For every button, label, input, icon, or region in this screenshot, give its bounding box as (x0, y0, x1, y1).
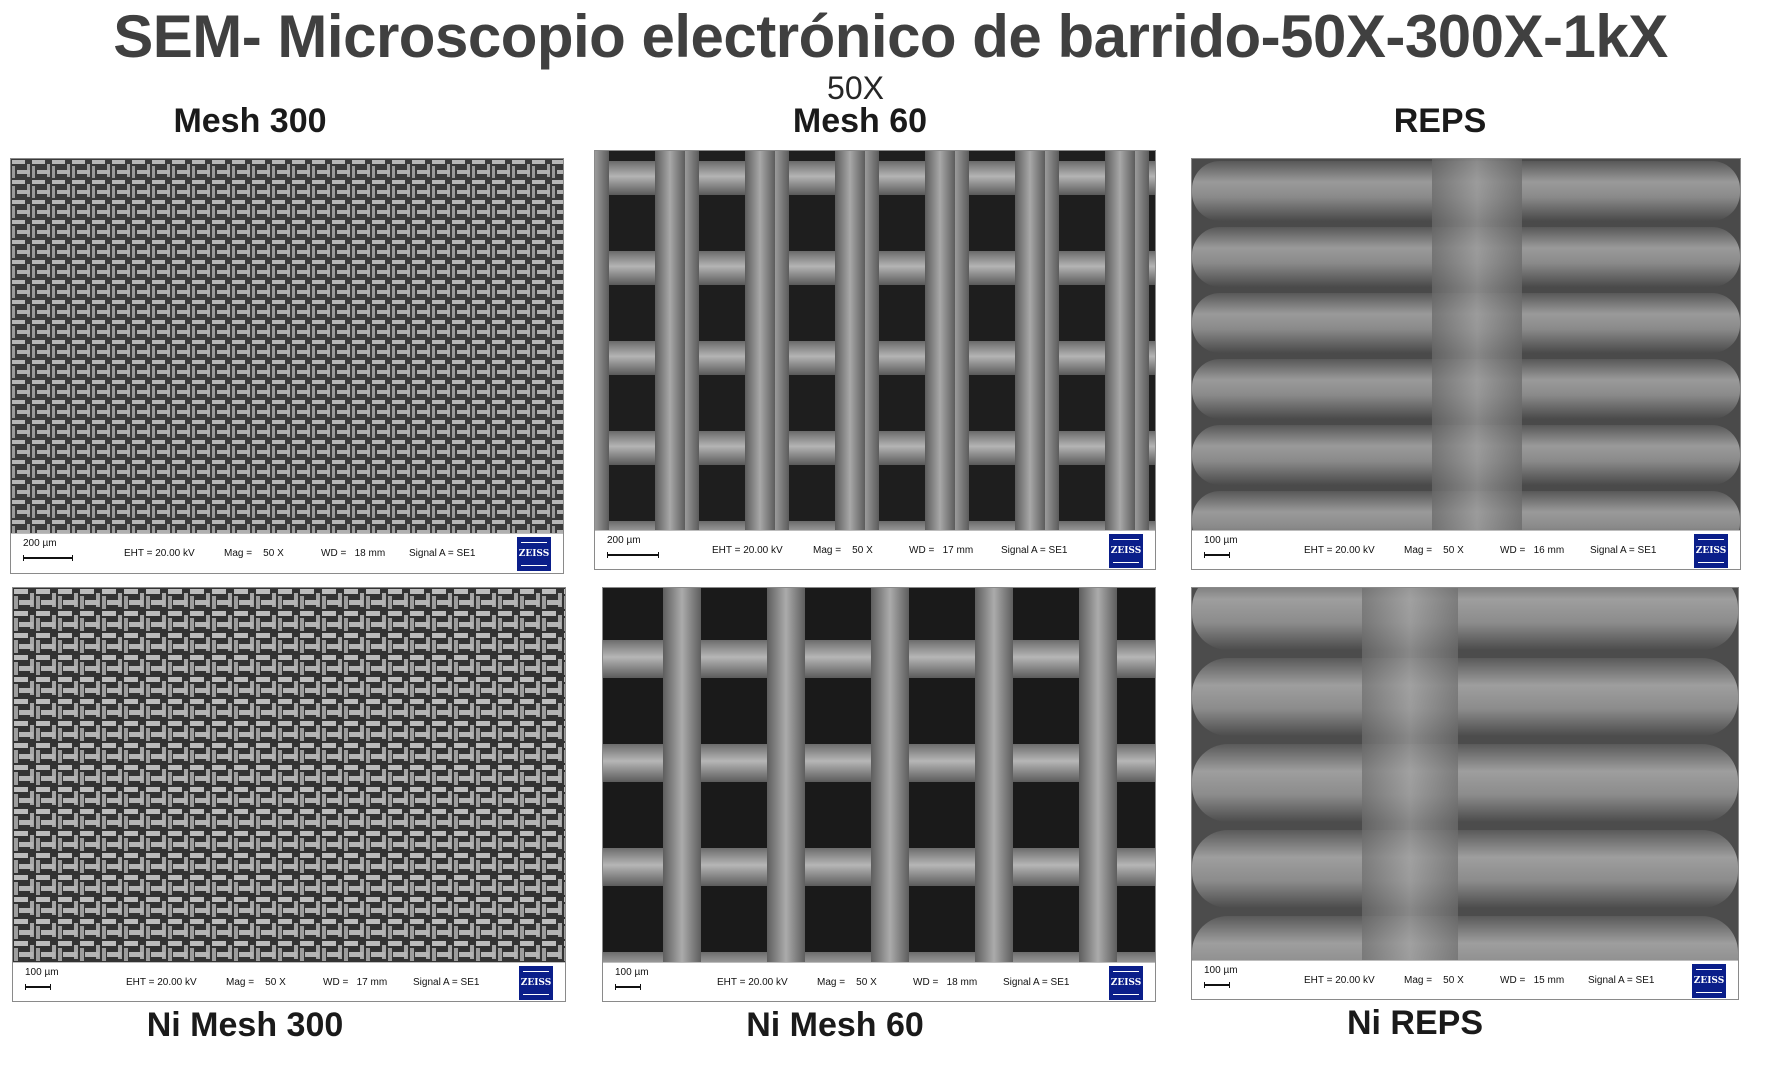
zeiss-logo: ZEISS (517, 537, 551, 571)
eht-value: EHT = 20.00 kV (124, 548, 195, 559)
sem-info-bar: 200 µm EHT = 20.00 kV Mag = 50 X WD = 18… (11, 533, 563, 573)
magnification-subtitle: 50X (827, 70, 884, 106)
eht-value: EHT = 20.00 kV (126, 977, 197, 988)
scale-bar (1204, 552, 1230, 558)
sem-image-mesh-300: 200 µm EHT = 20.00 kV Mag = 50 X WD = 18… (10, 158, 564, 574)
sem-image-ni-mesh-60: 100 µm EHT = 20.00 kV Mag = 50 X WD = 18… (602, 587, 1156, 1002)
scale-label: 100 µm (25, 967, 59, 978)
zeiss-logo: ZEISS (1692, 964, 1726, 998)
label-mesh-300: Mesh 300 (173, 102, 327, 140)
wd-value: WD = 18 mm (913, 977, 978, 988)
wd-value: WD = 18 mm (321, 548, 386, 559)
scale-bar (25, 984, 51, 990)
mag-value: Mag = 50 X (817, 977, 877, 988)
wd-value: WD = 17 mm (323, 977, 388, 988)
eht-value: EHT = 20.00 kV (717, 977, 788, 988)
micrograph-reps-weave (1192, 159, 1740, 531)
label-ni-mesh-60: Ni Mesh 60 (746, 1006, 924, 1044)
zeiss-logo: ZEISS (519, 966, 553, 1000)
signal-value: Signal A = SE1 (413, 977, 480, 988)
micrograph-fine-twill (11, 159, 563, 534)
label-mesh-60: Mesh 60 (792, 102, 928, 140)
mag-value: Mag = 50 X (1404, 545, 1464, 556)
label-reps: REPS (1393, 102, 1487, 140)
sem-image-mesh-60: 200 µm EHT = 20.00 kV Mag = 50 X WD = 17… (594, 150, 1156, 570)
sem-info-bar: 200 µm EHT = 20.00 kV Mag = 50 X WD = 17… (595, 530, 1155, 569)
mag-value: Mag = 50 X (226, 977, 286, 988)
sem-info-bar: 100 µm EHT = 20.00 kV Mag = 50 X WD = 15… (1192, 960, 1738, 999)
sem-info-bar: 100 µm EHT = 20.00 kV Mag = 50 X WD = 16… (1192, 530, 1740, 569)
sem-info-bar: 100 µm EHT = 20.00 kV Mag = 50 X WD = 18… (603, 962, 1155, 1001)
micrograph-fine-twill (13, 588, 565, 963)
wd-value: WD = 16 mm (1500, 545, 1565, 556)
sem-image-ni-mesh-300: 100 µm EHT = 20.00 kV Mag = 50 X WD = 17… (12, 587, 566, 1002)
sem-image-reps: 100 µm EHT = 20.00 kV Mag = 50 X WD = 16… (1191, 158, 1741, 570)
scale-label: 100 µm (1204, 965, 1238, 976)
page-title: SEM- Microscopio electrónico de barrido-… (113, 3, 1668, 70)
scale-bar (615, 984, 641, 990)
mag-value: Mag = 50 X (1404, 975, 1464, 986)
scale-label: 100 µm (1204, 535, 1238, 546)
scale-label: 200 µm (607, 535, 641, 546)
micrograph-coarse-mesh (595, 151, 1155, 531)
mag-value: Mag = 50 X (224, 548, 284, 559)
signal-value: Signal A = SE1 (1590, 545, 1657, 556)
micrograph-reps-weave (1192, 588, 1738, 961)
micrograph-coarse-mesh (603, 588, 1155, 963)
scale-bar (1204, 982, 1230, 988)
wd-value: WD = 17 mm (909, 545, 974, 556)
zeiss-logo: ZEISS (1694, 534, 1728, 568)
mag-value: Mag = 50 X (813, 545, 873, 556)
wd-value: WD = 15 mm (1500, 975, 1565, 986)
signal-value: Signal A = SE1 (1588, 975, 1655, 986)
zeiss-logo: ZEISS (1109, 966, 1143, 1000)
eht-value: EHT = 20.00 kV (712, 545, 783, 556)
eht-value: EHT = 20.00 kV (1304, 975, 1375, 986)
zeiss-logo: ZEISS (1109, 534, 1143, 568)
scale-label: 200 µm (23, 538, 57, 549)
label-ni-mesh-300: Ni Mesh 300 (146, 1006, 344, 1044)
signal-value: Signal A = SE1 (1001, 545, 1068, 556)
signal-value: Signal A = SE1 (1003, 977, 1070, 988)
sem-image-ni-reps: 100 µm EHT = 20.00 kV Mag = 50 X WD = 15… (1191, 587, 1739, 1000)
eht-value: EHT = 20.00 kV (1304, 545, 1375, 556)
sem-info-bar: 100 µm EHT = 20.00 kV Mag = 50 X WD = 17… (13, 962, 565, 1001)
scale-bar (607, 552, 659, 558)
label-ni-reps: Ni REPS (1346, 1004, 1484, 1042)
scale-label: 100 µm (615, 967, 649, 978)
scale-bar (23, 555, 73, 561)
signal-value: Signal A = SE1 (409, 548, 476, 559)
